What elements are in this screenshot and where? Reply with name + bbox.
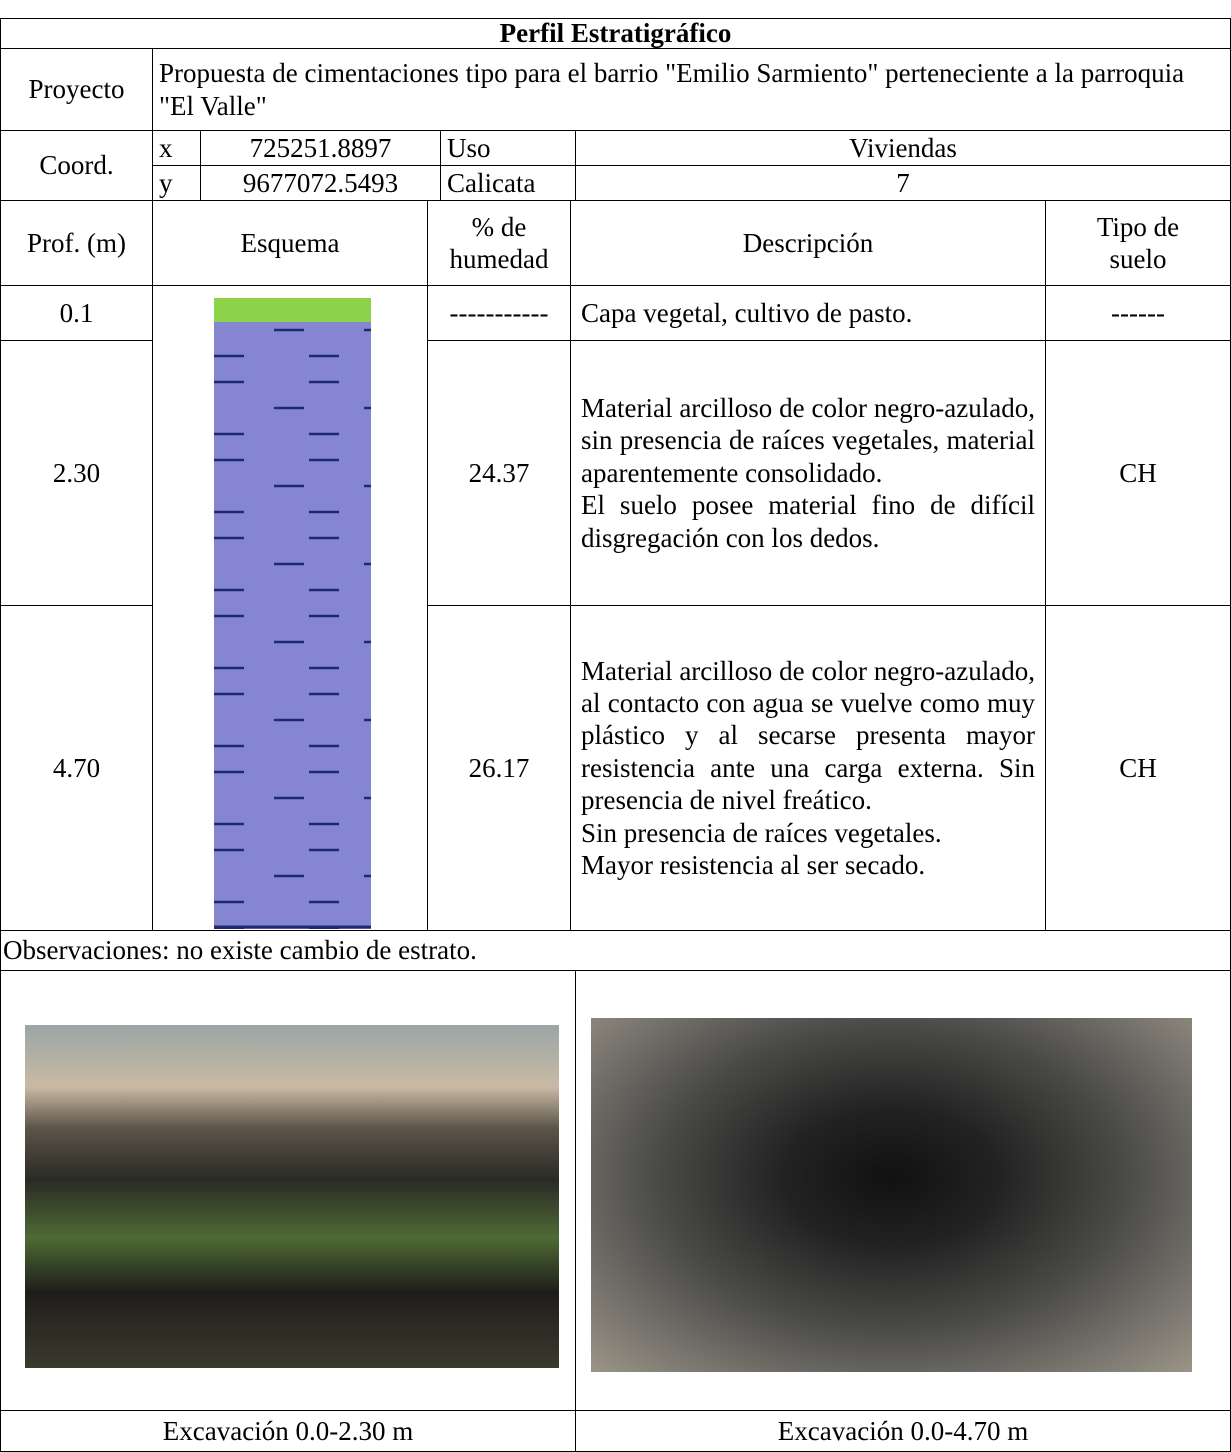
header: Prof. (m) <box>0 200 153 286</box>
photo-caption: Excavación 0.0-2.30 m <box>0 1410 576 1452</box>
soil-column <box>214 298 371 929</box>
project-label: Proyecto <box>0 48 153 131</box>
coord-key-value: 7 <box>575 165 1231 201</box>
depth: 0.1 <box>0 285 153 341</box>
description-text: Material arcilloso de color negro-azulad… <box>581 655 1035 880</box>
soil-type: CH <box>1045 340 1231 606</box>
depth: 4.70 <box>0 605 153 931</box>
description-text: Material arcilloso de color negro-azulad… <box>581 393 1035 553</box>
coord-value: 725251.8897 <box>200 130 441 166</box>
coord-axis: y <box>152 165 201 201</box>
description: Material arcilloso de color negro-azulad… <box>570 605 1046 931</box>
photo <box>591 1018 1192 1372</box>
soil-type: ------ <box>1045 285 1231 341</box>
moisture: 24.37 <box>427 340 571 606</box>
header: Descripción <box>570 200 1046 286</box>
photo-cell <box>0 970 576 1411</box>
photo-cell <box>575 970 1231 1411</box>
description: Material arcilloso de color negro-azulad… <box>570 340 1046 606</box>
photo-caption: Excavación 0.0-4.70 m <box>575 1410 1231 1452</box>
coord-value: 9677072.5493 <box>200 165 441 201</box>
description-text: Capa vegetal, cultivo de pasto. <box>581 297 913 328</box>
soil-type: CH <box>1045 605 1231 931</box>
photo <box>25 1025 559 1368</box>
header: % de humedad <box>427 200 571 286</box>
moisture: ----------- <box>427 285 571 341</box>
description: Capa vegetal, cultivo de pasto. <box>570 285 1046 341</box>
title: Perfil Estratigráfico <box>0 18 1231 49</box>
observations: Observaciones: no existe cambio de estra… <box>0 930 1231 971</box>
project-text: Propuesta de cimentaciones tipo para el … <box>152 48 1231 131</box>
scheme-cell <box>152 285 428 931</box>
header: Esquema <box>152 200 428 286</box>
coord-axis: x <box>152 130 201 166</box>
coord-label: Coord. <box>0 130 153 201</box>
coord-key: Uso <box>440 130 576 166</box>
header: Tipo de suelo <box>1045 200 1231 286</box>
depth: 2.30 <box>0 340 153 606</box>
coord-key: Calicata <box>440 165 576 201</box>
coord-key-value: Viviendas <box>575 130 1231 166</box>
moisture: 26.17 <box>427 605 571 931</box>
